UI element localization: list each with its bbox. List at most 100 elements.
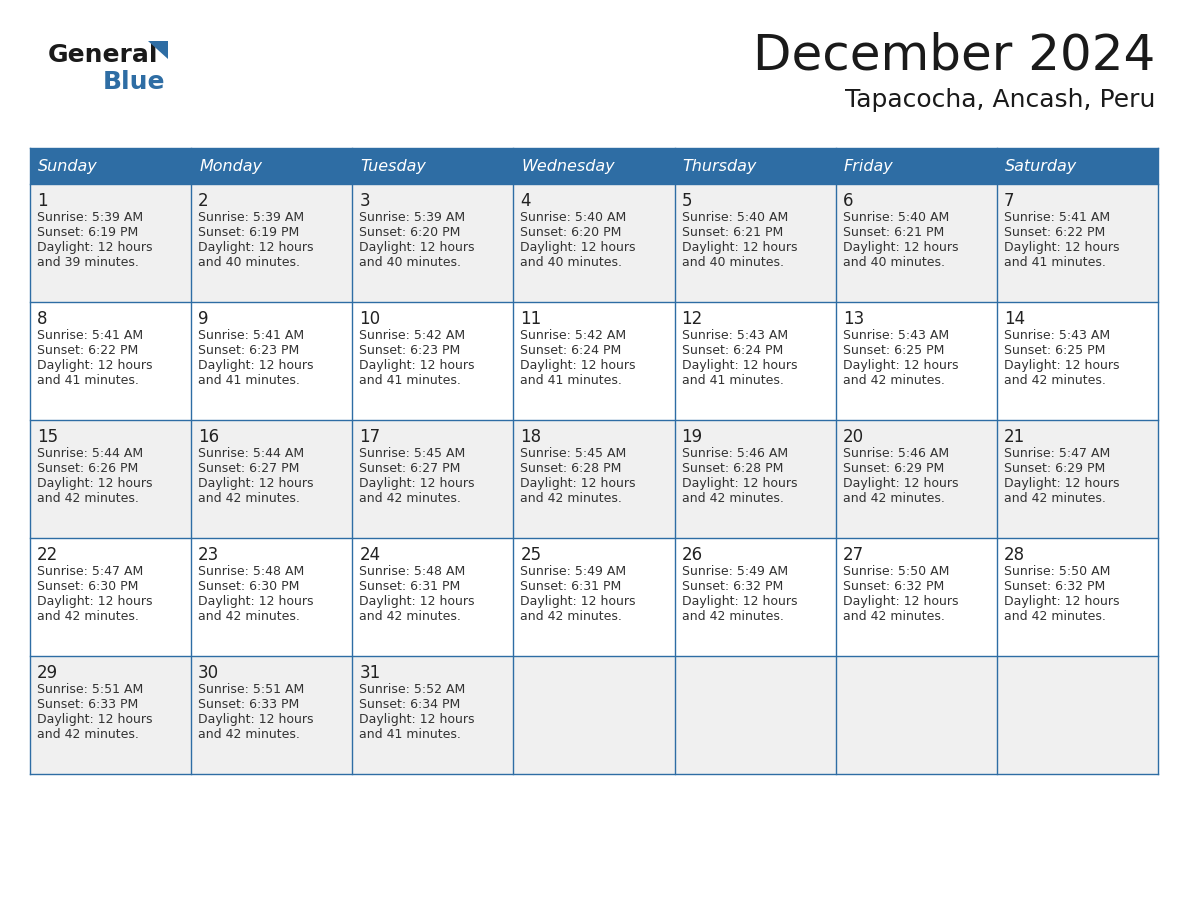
Text: 11: 11 <box>520 310 542 328</box>
Text: Sunrise: 5:44 AM: Sunrise: 5:44 AM <box>198 447 304 460</box>
Text: Sunrise: 5:44 AM: Sunrise: 5:44 AM <box>37 447 143 460</box>
Text: Sunrise: 5:39 AM: Sunrise: 5:39 AM <box>37 211 143 224</box>
Text: and 42 minutes.: and 42 minutes. <box>842 374 944 387</box>
Text: Sunrise: 5:41 AM: Sunrise: 5:41 AM <box>1004 211 1110 224</box>
Text: and 40 minutes.: and 40 minutes. <box>682 256 784 269</box>
Text: 15: 15 <box>37 428 58 446</box>
Text: 14: 14 <box>1004 310 1025 328</box>
Text: Blue: Blue <box>103 70 165 94</box>
Text: Sunset: 6:22 PM: Sunset: 6:22 PM <box>37 344 138 357</box>
Text: and 40 minutes.: and 40 minutes. <box>520 256 623 269</box>
Text: Sunset: 6:23 PM: Sunset: 6:23 PM <box>359 344 461 357</box>
Text: Daylight: 12 hours: Daylight: 12 hours <box>1004 477 1119 490</box>
Text: Sunset: 6:19 PM: Sunset: 6:19 PM <box>198 226 299 239</box>
Text: 18: 18 <box>520 428 542 446</box>
Text: 5: 5 <box>682 192 693 210</box>
Text: and 39 minutes.: and 39 minutes. <box>37 256 139 269</box>
Text: 17: 17 <box>359 428 380 446</box>
Text: 31: 31 <box>359 664 380 682</box>
Text: Daylight: 12 hours: Daylight: 12 hours <box>682 359 797 372</box>
Text: Sunset: 6:33 PM: Sunset: 6:33 PM <box>37 698 138 711</box>
Text: Sunset: 6:33 PM: Sunset: 6:33 PM <box>198 698 299 711</box>
Text: Daylight: 12 hours: Daylight: 12 hours <box>520 241 636 254</box>
Text: Sunrise: 5:45 AM: Sunrise: 5:45 AM <box>520 447 627 460</box>
Text: 19: 19 <box>682 428 702 446</box>
Text: Sunset: 6:28 PM: Sunset: 6:28 PM <box>682 462 783 475</box>
Text: 25: 25 <box>520 546 542 564</box>
Text: Daylight: 12 hours: Daylight: 12 hours <box>842 595 959 608</box>
Text: Sunrise: 5:49 AM: Sunrise: 5:49 AM <box>682 565 788 578</box>
Text: 10: 10 <box>359 310 380 328</box>
Text: Sunset: 6:23 PM: Sunset: 6:23 PM <box>198 344 299 357</box>
Text: 23: 23 <box>198 546 220 564</box>
Text: 16: 16 <box>198 428 220 446</box>
Text: and 42 minutes.: and 42 minutes. <box>1004 492 1106 505</box>
Bar <box>30 656 1158 774</box>
Text: Daylight: 12 hours: Daylight: 12 hours <box>1004 359 1119 372</box>
Text: Daylight: 12 hours: Daylight: 12 hours <box>520 595 636 608</box>
Text: Sunset: 6:31 PM: Sunset: 6:31 PM <box>359 580 461 593</box>
Text: Sunrise: 5:42 AM: Sunrise: 5:42 AM <box>359 329 466 342</box>
Text: 6: 6 <box>842 192 853 210</box>
Text: Daylight: 12 hours: Daylight: 12 hours <box>37 477 152 490</box>
Bar <box>191 148 353 184</box>
Text: Sunset: 6:22 PM: Sunset: 6:22 PM <box>1004 226 1105 239</box>
Text: and 42 minutes.: and 42 minutes. <box>37 728 139 741</box>
Text: Sunset: 6:21 PM: Sunset: 6:21 PM <box>842 226 944 239</box>
Text: and 42 minutes.: and 42 minutes. <box>520 610 623 623</box>
Text: 24: 24 <box>359 546 380 564</box>
Text: and 42 minutes.: and 42 minutes. <box>1004 374 1106 387</box>
Text: 7: 7 <box>1004 192 1015 210</box>
Text: Sunset: 6:24 PM: Sunset: 6:24 PM <box>682 344 783 357</box>
Text: Sunrise: 5:47 AM: Sunrise: 5:47 AM <box>37 565 144 578</box>
Text: Sunset: 6:27 PM: Sunset: 6:27 PM <box>359 462 461 475</box>
Text: General: General <box>48 43 158 67</box>
Text: and 41 minutes.: and 41 minutes. <box>1004 256 1106 269</box>
Text: Sunset: 6:25 PM: Sunset: 6:25 PM <box>1004 344 1105 357</box>
Text: and 42 minutes.: and 42 minutes. <box>842 492 944 505</box>
Text: 29: 29 <box>37 664 58 682</box>
Text: Sunrise: 5:40 AM: Sunrise: 5:40 AM <box>842 211 949 224</box>
Text: and 42 minutes.: and 42 minutes. <box>198 492 301 505</box>
Text: 1: 1 <box>37 192 48 210</box>
Text: Daylight: 12 hours: Daylight: 12 hours <box>842 241 959 254</box>
Text: Sunset: 6:31 PM: Sunset: 6:31 PM <box>520 580 621 593</box>
Text: 30: 30 <box>198 664 220 682</box>
Text: Sunrise: 5:41 AM: Sunrise: 5:41 AM <box>37 329 143 342</box>
Text: Daylight: 12 hours: Daylight: 12 hours <box>359 713 475 726</box>
Text: 28: 28 <box>1004 546 1025 564</box>
Text: Thursday: Thursday <box>683 159 757 174</box>
Text: Sunrise: 5:48 AM: Sunrise: 5:48 AM <box>198 565 304 578</box>
Text: Sunrise: 5:49 AM: Sunrise: 5:49 AM <box>520 565 626 578</box>
Bar <box>30 538 1158 656</box>
Text: Sunday: Sunday <box>38 159 97 174</box>
Text: and 41 minutes.: and 41 minutes. <box>520 374 623 387</box>
Text: Sunrise: 5:39 AM: Sunrise: 5:39 AM <box>359 211 466 224</box>
Text: Sunrise: 5:46 AM: Sunrise: 5:46 AM <box>682 447 788 460</box>
Text: Sunset: 6:30 PM: Sunset: 6:30 PM <box>37 580 138 593</box>
Text: Daylight: 12 hours: Daylight: 12 hours <box>682 477 797 490</box>
Text: and 40 minutes.: and 40 minutes. <box>842 256 944 269</box>
Text: and 42 minutes.: and 42 minutes. <box>198 728 301 741</box>
Text: Sunrise: 5:43 AM: Sunrise: 5:43 AM <box>842 329 949 342</box>
Text: and 41 minutes.: and 41 minutes. <box>359 728 461 741</box>
Bar <box>30 148 191 184</box>
Text: Sunrise: 5:41 AM: Sunrise: 5:41 AM <box>198 329 304 342</box>
Bar <box>675 148 835 184</box>
Text: 27: 27 <box>842 546 864 564</box>
Text: Daylight: 12 hours: Daylight: 12 hours <box>359 595 475 608</box>
Text: Daylight: 12 hours: Daylight: 12 hours <box>37 713 152 726</box>
Text: Sunrise: 5:42 AM: Sunrise: 5:42 AM <box>520 329 626 342</box>
Text: Sunset: 6:28 PM: Sunset: 6:28 PM <box>520 462 621 475</box>
Text: Sunset: 6:29 PM: Sunset: 6:29 PM <box>842 462 944 475</box>
Text: and 42 minutes.: and 42 minutes. <box>1004 610 1106 623</box>
Text: and 42 minutes.: and 42 minutes. <box>359 610 461 623</box>
Text: 12: 12 <box>682 310 703 328</box>
Text: 22: 22 <box>37 546 58 564</box>
Text: Tapacocha, Ancash, Peru: Tapacocha, Ancash, Peru <box>845 88 1155 112</box>
Text: and 42 minutes.: and 42 minutes. <box>520 492 623 505</box>
Bar <box>835 148 997 184</box>
Text: Sunset: 6:26 PM: Sunset: 6:26 PM <box>37 462 138 475</box>
Text: 9: 9 <box>198 310 209 328</box>
Text: and 40 minutes.: and 40 minutes. <box>359 256 461 269</box>
